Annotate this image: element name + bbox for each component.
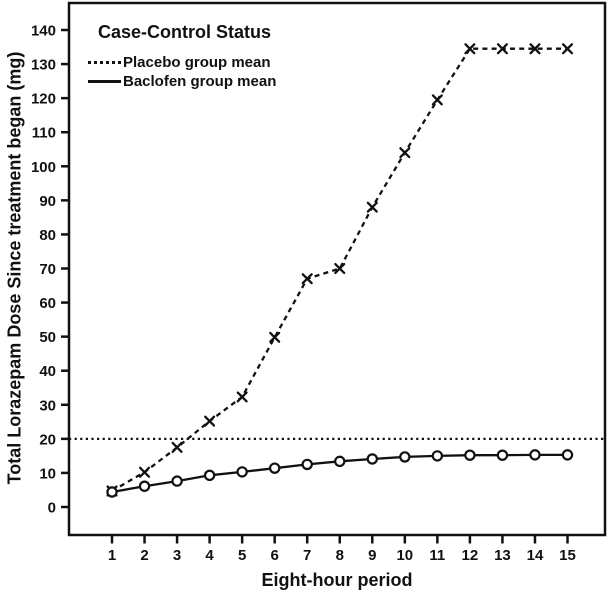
y-tick-label: 10 — [39, 465, 56, 482]
x-tick-label: 12 — [462, 547, 479, 564]
x-tick-label: 9 — [368, 547, 376, 564]
circle-marker — [496, 449, 509, 461]
y-tick-label: 60 — [39, 295, 56, 312]
circle-marker — [366, 453, 378, 465]
x-tick-label: 5 — [238, 547, 246, 564]
circle-marker — [301, 458, 313, 471]
y-tick-label: 30 — [39, 397, 56, 414]
x-tick-label: 1 — [108, 547, 116, 564]
x-tick-label: 6 — [271, 547, 279, 564]
circle-marker — [431, 450, 444, 462]
circle-marker — [268, 462, 281, 474]
y-tick-label: 0 — [48, 500, 56, 517]
x-tick-label: 4 — [205, 547, 214, 564]
y-tick-label: 20 — [39, 431, 56, 448]
y-tick-label: 100 — [31, 159, 56, 176]
legend-title: Case-Control Status — [98, 22, 272, 42]
circle-marker — [399, 451, 411, 463]
circle-marker — [236, 466, 248, 478]
y-tick-label: 80 — [39, 227, 56, 244]
x-tick-label: 10 — [396, 547, 413, 564]
legend: Case-Control Status Placebo group mean B… — [88, 22, 276, 91]
legend-entry-placebo: Placebo group mean — [88, 53, 276, 72]
x-tick-label: 11 — [429, 547, 445, 564]
circle-marker — [529, 449, 541, 461]
x-tick-label: 3 — [173, 547, 181, 564]
x-tick-label: 15 — [559, 547, 576, 564]
x-tick-label: 13 — [494, 547, 511, 564]
circle-marker — [138, 480, 151, 492]
legend-label-placebo: Placebo group mean — [123, 54, 271, 71]
x-axis-ticks: 1 2 3 4 5 6 7 8 9 10 11 12 13 14 15 — [108, 535, 576, 564]
y-axis-title: Total Lorazepam Dose Since treatment beg… — [4, 51, 25, 485]
y-tick-label: 70 — [39, 261, 56, 278]
y-tick-label: 130 — [31, 57, 56, 74]
circle-marker — [203, 469, 216, 482]
circle-marker — [171, 475, 183, 487]
x-tick-label: 8 — [336, 547, 344, 564]
circle-marker — [106, 486, 118, 498]
series-placebo — [106, 43, 574, 497]
x-tick-label: 2 — [140, 547, 148, 564]
circle-marker — [464, 449, 476, 461]
x-tick-label: 14 — [527, 547, 544, 564]
y-tick-label: 120 — [31, 91, 56, 108]
y-axis-ticks: 0 10 20 30 40 50 60 70 80 90 100 110 120 130 140 — [31, 23, 69, 517]
y-tick-label: 110 — [32, 125, 56, 142]
legend-entry-baclofen: Baclofen group mean — [88, 72, 276, 91]
series-baclofen — [106, 449, 574, 498]
x-tick-label: 7 — [303, 547, 311, 564]
circle-marker — [561, 449, 574, 461]
baclofen-solid-line-sample — [88, 80, 121, 83]
y-tick-label: 90 — [39, 193, 56, 210]
y-tick-label: 40 — [39, 363, 56, 380]
y-tick-label: 140 — [31, 23, 56, 40]
placebo-dashed-line-sample — [88, 61, 121, 64]
x-axis-title: Eight-hour period — [261, 570, 413, 590]
legend-label-baclofen: Baclofen group mean — [123, 73, 277, 90]
circle-marker — [334, 455, 346, 468]
y-tick-label: 50 — [39, 329, 56, 346]
